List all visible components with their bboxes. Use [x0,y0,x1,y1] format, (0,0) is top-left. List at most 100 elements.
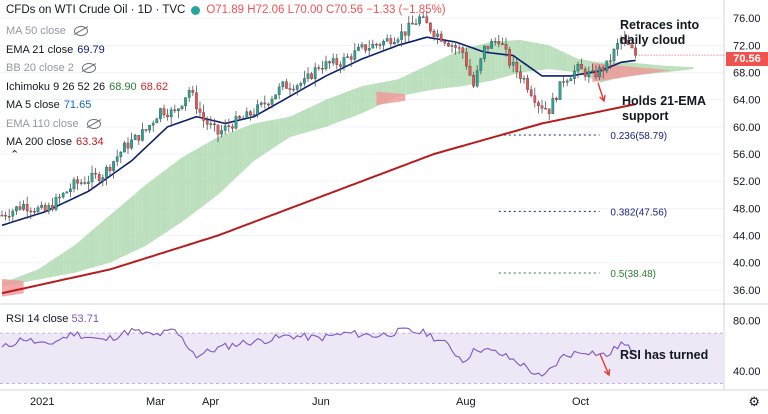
candle-body [468,65,472,76]
cloud-segment [81,236,85,271]
cloud-segment [120,202,125,258]
candle-body [407,22,411,36]
cloud-segment [340,92,344,122]
candle-body [227,125,231,127]
cloud-segment [412,70,416,94]
ohlc-readout: O71.89 H72.06 L70.00 C70.56 −1.33 (−1.85… [206,4,446,16]
candle-body [54,197,58,210]
candle-body [400,31,403,40]
candle-body [403,31,407,36]
candle-body [486,45,490,49]
cloud-segment [286,116,290,140]
cloud-segment [192,149,197,214]
cloud-segment [246,124,251,168]
cloud-segment [77,239,82,272]
cloud-segment [110,212,114,263]
hidden-eye-icon[interactable] [86,118,101,129]
cloud-segment [362,85,366,114]
cloud-segment [27,272,31,282]
candle-body [619,37,623,44]
candle-body [515,62,519,72]
candle-body [22,204,25,210]
cloud-segment [156,173,161,239]
candle-body [259,102,263,105]
time-tick-label: Apr [202,396,219,408]
cloud-segment [304,108,308,133]
legend-ma200[interactable]: MA 200 close 63.34 [6,136,104,149]
hidden-eye-icon[interactable] [73,26,88,37]
candle-body [299,83,303,86]
cloud-segment [23,273,28,283]
candle-body [324,61,328,70]
candle-body [108,167,112,171]
candle-body [317,67,321,69]
candle-body [133,134,137,140]
candle-body [252,114,256,116]
cloud-segment [675,66,679,72]
candle-body [234,116,238,129]
cloud-segment [678,66,683,71]
legend-ema21[interactable]: EMA 21 close 69.79 [6,43,105,56]
candle-body [155,118,159,124]
candle-body [270,98,274,105]
candle-body [288,88,292,90]
candle-body [475,70,479,87]
candle-body [148,125,151,131]
price-tick-label: 40.00 [733,258,761,270]
candle-body [119,151,123,157]
cloud-segment [257,122,262,159]
rsi-pane [0,327,724,384]
cloud-segment [491,41,496,81]
cloud-segment [365,84,370,112]
legend-ma5[interactable]: MA 5 close 71.65 [6,99,92,112]
cloud-segment [668,65,672,73]
cloud-segment [185,153,190,220]
cloud-segment [664,65,668,73]
candle-body [364,44,367,51]
price-tick-label: 60.00 [733,122,761,134]
legend-ma50[interactable]: MA 50 close [6,22,168,41]
last-price-label: 70.56 [726,52,768,66]
rsi-arrow-down [599,353,610,376]
candle-body [616,42,619,50]
price-tick-label: 56.00 [733,149,761,161]
legend-ema110[interactable]: EMA 110 close [6,115,168,134]
candle-body [241,117,245,120]
arrow-down-head [599,94,606,103]
legend-ichimoku[interactable]: Ichimoku 9 26 52 26 68.90 68.62 [6,80,169,93]
settings-gear-icon[interactable]: ⚙ [748,394,760,409]
cloud-segment [149,179,154,244]
candle-body [533,95,537,103]
cloud-segment [452,52,456,88]
cloud-segment [394,79,398,98]
candle-body [472,75,475,87]
hidden-eye-icon[interactable] [81,63,96,74]
cloud-segment [300,109,305,134]
candle-body [504,44,508,50]
candle-body [389,38,393,45]
price-tick-label: 44.00 [733,230,761,242]
candle-body [511,62,515,66]
candle-body [231,126,234,129]
candle-body [65,191,69,194]
collapse-legend-icon[interactable]: ⌃ [10,149,20,161]
cloud-segment [534,42,539,71]
candle-body [101,177,105,181]
candle-body [281,81,285,88]
candle-body [137,134,141,141]
candle-body [11,210,15,217]
cloud-segment [214,137,218,198]
fib-label: 0.236(58.79) [610,131,667,142]
rsi-legend[interactable]: RSI 14 close 53.71 [6,313,99,325]
chart-title[interactable]: CFDs on WTI Crude Oil · 1D · TVC [6,4,186,16]
cloud-segment [545,44,550,70]
cloud-segment [264,120,269,154]
bear-cloud-segment [592,63,672,83]
legend-bb20[interactable]: BB 20 close 2 [6,59,168,78]
candle-body [184,97,187,107]
cloud-segment [563,52,568,72]
cloud-segment [56,255,60,277]
cloud-segment [92,227,96,268]
candle-body [198,108,202,113]
candle-body [141,129,144,141]
